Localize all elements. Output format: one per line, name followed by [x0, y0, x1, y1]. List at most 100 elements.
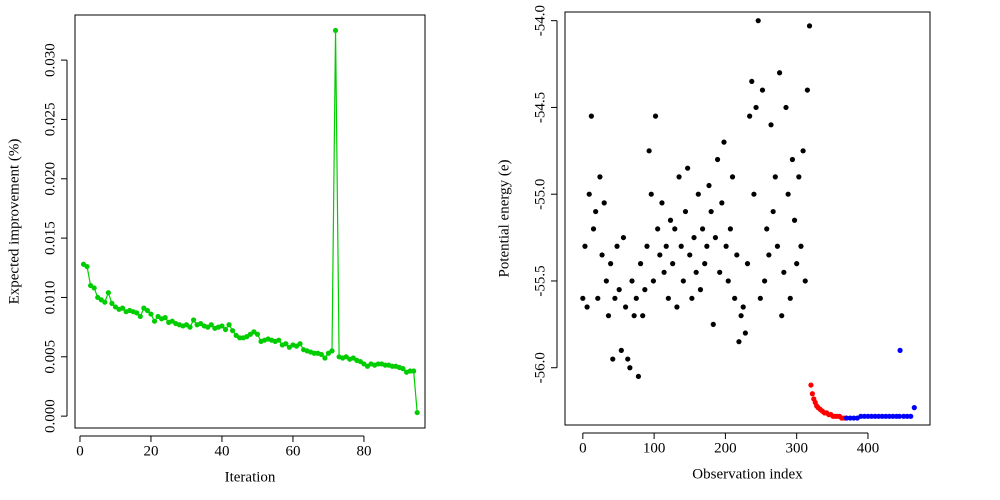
scatter-point: [590, 226, 597, 232]
scatter-point: [729, 174, 736, 180]
scatter-point: [764, 226, 770, 232]
x-axis-label: Observation index: [692, 466, 803, 482]
plot-frame: [74, 14, 426, 429]
scatter-point: [886, 413, 892, 419]
data-point: [102, 299, 108, 305]
x-axis-label: Iteration: [225, 469, 276, 485]
scatter-point: [868, 413, 875, 419]
scatter-point: [708, 208, 714, 215]
y-tick-label: 0.025: [42, 103, 58, 137]
scatter-point: [655, 226, 661, 232]
scatter-point: [586, 191, 592, 197]
data-point: [187, 324, 193, 330]
scatter-point: [883, 413, 889, 419]
scatter-point: [595, 295, 601, 301]
scatter-point: [627, 365, 633, 371]
scatter-point: [872, 413, 878, 419]
scatter-point: [904, 413, 910, 419]
y-axis-label: Expected improvement (%): [6, 139, 22, 305]
scatter-point: [642, 287, 648, 293]
scatter-point: [744, 261, 751, 267]
scatter-point: [757, 295, 763, 301]
data-line: [83, 30, 418, 413]
x-tick-label: 60: [285, 443, 300, 459]
y-tick-label: 0.000: [42, 399, 58, 433]
scatter-point: [603, 278, 609, 284]
data-point: [297, 341, 303, 347]
scatter-point: [747, 113, 753, 119]
scatter-point: [798, 243, 804, 249]
scatter-point: [843, 415, 850, 421]
y-tick-label: 0.005: [42, 340, 58, 374]
scatter-point: [620, 234, 627, 241]
scatter-point: [661, 269, 667, 275]
scatter-point: [732, 295, 738, 301]
scatter-point: [723, 243, 729, 249]
x-tick-label: 0: [76, 443, 84, 459]
scatter-point: [618, 347, 624, 353]
scatter-point: [787, 295, 793, 301]
data-point: [137, 313, 143, 320]
scatter-point: [706, 182, 712, 189]
scatter-point: [890, 413, 896, 419]
scatter-point: [635, 373, 642, 380]
data-point: [222, 326, 229, 333]
scatter-point: [766, 252, 772, 258]
scatter-point: [680, 278, 686, 284]
scatter-point: [657, 252, 663, 258]
scatter-point: [897, 347, 903, 353]
scatter-point: [646, 148, 652, 154]
data-point: [208, 322, 214, 328]
scatter-point: [622, 304, 629, 310]
scatter-point: [776, 70, 783, 76]
data-point: [332, 27, 339, 34]
scatter-point: [710, 321, 716, 327]
data-point: [119, 305, 126, 311]
scatter-point: [682, 208, 689, 215]
scatter-point: [608, 261, 614, 267]
data-point: [283, 341, 289, 347]
scatter-point: [768, 122, 774, 128]
scatter-point: [663, 243, 669, 249]
scatter-point: [672, 226, 678, 232]
scatter-point: [702, 261, 708, 267]
data-point: [230, 328, 236, 334]
scatter-point: [791, 217, 798, 223]
scatter-point: [783, 104, 789, 111]
scatter-point: [751, 191, 757, 197]
scatter-point: [625, 356, 631, 362]
scatter-point: [809, 391, 815, 397]
y-tick-label: 0.020: [42, 162, 58, 196]
y-tick-label: -54.5: [532, 92, 548, 123]
scatter-point: [712, 234, 719, 241]
scatter-point: [695, 191, 701, 197]
x-tick-label: 20: [143, 443, 158, 459]
scatter-point: [614, 243, 620, 249]
scatter-point: [755, 18, 761, 24]
x-tick-label: 80: [356, 443, 371, 459]
y-tick-label: 0.030: [42, 43, 58, 77]
y-tick-label: -55.0: [532, 179, 548, 210]
x-tick-label: 400: [857, 440, 880, 456]
scatter-point: [734, 252, 740, 258]
scatter-point: [785, 191, 791, 197]
scatter-point: [800, 148, 806, 154]
data-point: [329, 348, 335, 354]
scatter-point: [858, 413, 864, 419]
scatter-point: [847, 415, 853, 421]
scatter-point: [727, 226, 733, 232]
y-tick-label: -55.5: [532, 265, 548, 296]
scatter-point: [717, 269, 723, 275]
scatter-point: [808, 382, 814, 388]
scatter-point: [879, 413, 885, 419]
scatter-point: [629, 278, 635, 284]
data-point: [151, 318, 158, 324]
scatter-point: [584, 304, 590, 310]
data-point: [400, 366, 406, 372]
scatter-point: [599, 252, 605, 258]
scatter-point: [721, 139, 727, 145]
scatter-point: [582, 243, 588, 249]
scatter-point: [588, 113, 594, 119]
scatter-point: [597, 174, 603, 180]
